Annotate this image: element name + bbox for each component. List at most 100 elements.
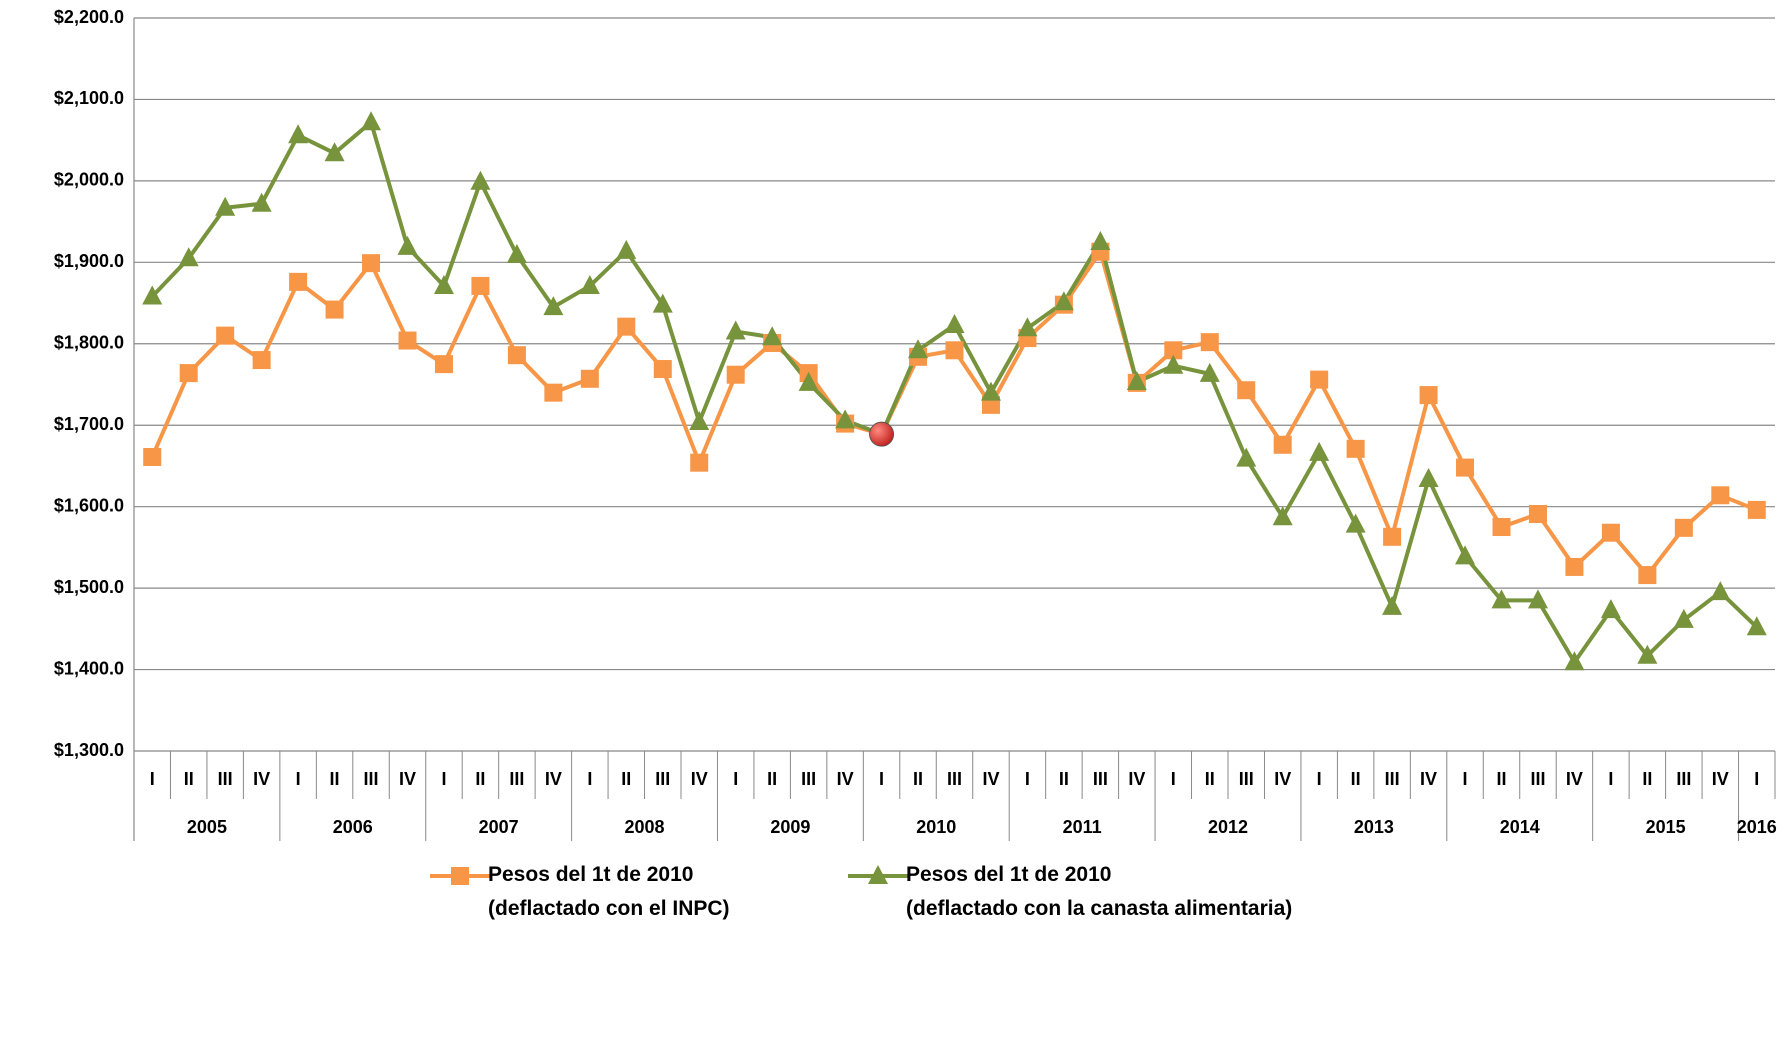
marker bbox=[324, 142, 345, 162]
x-tick-label: II bbox=[1205, 769, 1215, 789]
x-tick-label: IV bbox=[837, 769, 854, 789]
y-tick-label: $1,400.0 bbox=[54, 658, 124, 678]
marker bbox=[1527, 589, 1548, 609]
marker bbox=[507, 346, 526, 365]
y-tick-label: $1,300.0 bbox=[54, 740, 124, 760]
marker bbox=[1491, 589, 1512, 609]
x-tick-label: I bbox=[1317, 769, 1322, 789]
marker bbox=[1164, 341, 1183, 360]
marker bbox=[288, 124, 309, 144]
marker bbox=[762, 326, 783, 346]
marker bbox=[216, 326, 235, 345]
highlight-point bbox=[869, 421, 895, 447]
marker bbox=[1528, 504, 1547, 523]
marker bbox=[1419, 386, 1438, 405]
marker bbox=[1272, 506, 1293, 526]
marker bbox=[470, 170, 491, 190]
x-tick-label: IV bbox=[253, 769, 270, 789]
marker bbox=[361, 111, 382, 131]
marker bbox=[178, 247, 199, 267]
marker bbox=[325, 300, 344, 319]
x-tick-label: II bbox=[1496, 769, 1506, 789]
marker bbox=[579, 274, 600, 294]
marker bbox=[471, 276, 490, 295]
marker bbox=[252, 351, 271, 370]
marker bbox=[1126, 371, 1147, 391]
series-line bbox=[150, 118, 1759, 666]
marker bbox=[398, 331, 417, 350]
y-tick-label: $2,200.0 bbox=[54, 7, 124, 27]
x-tick-label: II bbox=[1351, 769, 1361, 789]
x-group-label: 2008 bbox=[625, 817, 665, 837]
legend-label: Pesos del 1t de 2010 (deflactado con la … bbox=[906, 863, 1293, 920]
marker bbox=[1746, 616, 1767, 636]
x-group-label: 2015 bbox=[1646, 817, 1686, 837]
marker bbox=[215, 196, 236, 216]
marker bbox=[945, 341, 964, 360]
x-group-label: 2016 bbox=[1737, 817, 1777, 837]
x-tick-label: I bbox=[1463, 769, 1468, 789]
x-tick-label: IV bbox=[982, 769, 999, 789]
marker bbox=[1236, 447, 1257, 467]
x-tick-label: IV bbox=[1274, 769, 1291, 789]
x-tick-label: II bbox=[767, 769, 777, 789]
marker bbox=[616, 239, 637, 259]
marker bbox=[1346, 439, 1365, 458]
x-tick-label: I bbox=[879, 769, 884, 789]
marker bbox=[726, 365, 745, 384]
marker bbox=[1163, 354, 1184, 374]
x-tick-label: III bbox=[1093, 769, 1108, 789]
x-tick-label: III bbox=[509, 769, 524, 789]
marker bbox=[434, 355, 453, 374]
marker bbox=[251, 192, 272, 212]
x-tick-label: IV bbox=[691, 769, 708, 789]
x-tick-label: III bbox=[1530, 769, 1545, 789]
x-group-label: 2005 bbox=[187, 817, 227, 837]
x-tick-label: II bbox=[621, 769, 631, 789]
x-tick-label: IV bbox=[399, 769, 416, 789]
x-tick-label: I bbox=[1171, 769, 1176, 789]
x-tick-label: III bbox=[655, 769, 670, 789]
x-group-label: 2009 bbox=[770, 817, 810, 837]
marker bbox=[725, 320, 746, 340]
x-tick-label: II bbox=[475, 769, 485, 789]
marker bbox=[908, 339, 929, 359]
x-tick-label: II bbox=[913, 769, 923, 789]
marker bbox=[690, 453, 709, 472]
x-tick-label: III bbox=[801, 769, 816, 789]
marker bbox=[1345, 513, 1366, 533]
y-tick-label: $1,900.0 bbox=[54, 251, 124, 271]
marker bbox=[1310, 370, 1329, 389]
marker bbox=[433, 274, 454, 294]
marker bbox=[689, 410, 710, 430]
x-group-label: 2014 bbox=[1500, 817, 1540, 837]
x-tick-label: I bbox=[1608, 769, 1613, 789]
x-group-label: 2013 bbox=[1354, 817, 1394, 837]
marker bbox=[1601, 523, 1620, 542]
x-tick-label: II bbox=[1642, 769, 1652, 789]
marker bbox=[179, 364, 198, 383]
x-tick-label: I bbox=[441, 769, 446, 789]
marker bbox=[1673, 608, 1694, 628]
x-tick-label: I bbox=[587, 769, 592, 789]
marker bbox=[1637, 644, 1658, 664]
x-tick-label: I bbox=[150, 769, 155, 789]
marker bbox=[1747, 500, 1766, 519]
x-tick-label: I bbox=[1754, 769, 1759, 789]
x-tick-label: I bbox=[1025, 769, 1030, 789]
marker bbox=[1273, 435, 1292, 454]
x-tick-label: II bbox=[1059, 769, 1069, 789]
x-group-label: 2011 bbox=[1063, 817, 1102, 837]
x-tick-label: I bbox=[733, 769, 738, 789]
marker bbox=[543, 296, 564, 316]
marker bbox=[1455, 545, 1476, 565]
x-tick-label: IV bbox=[1712, 769, 1729, 789]
x-tick-label: II bbox=[184, 769, 194, 789]
marker bbox=[617, 317, 636, 336]
marker bbox=[544, 383, 563, 402]
marker bbox=[1710, 581, 1731, 601]
marker bbox=[1090, 230, 1111, 250]
marker bbox=[652, 293, 673, 313]
